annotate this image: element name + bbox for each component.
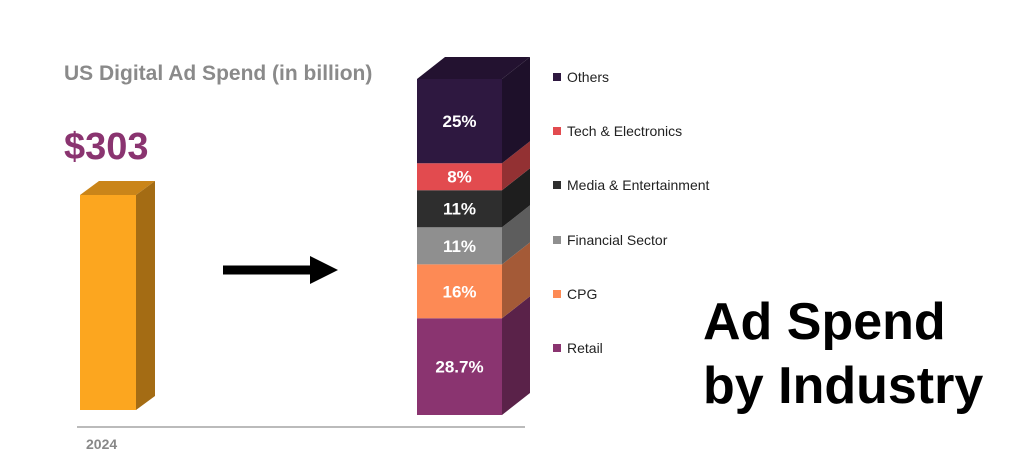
legend-label: Retail: [567, 340, 603, 356]
legend-swatch: [553, 289, 561, 298]
legend-item-media-entertainment: Media & Entertainment: [553, 177, 709, 193]
legend-item-tech-electronics: Tech & Electronics: [553, 123, 682, 139]
stack-segment-media-entertainment: [417, 190, 502, 228]
legend-item-retail: Retail: [553, 340, 603, 356]
legend-item-others: Others: [553, 69, 609, 85]
headline: Ad Spend by Industry: [703, 290, 983, 418]
stack-segment-side-cpg: [502, 242, 530, 319]
x-tick-label-2024: 2024: [86, 436, 118, 452]
total-value-label: $303: [64, 126, 149, 168]
legend-label: Media & Entertainment: [567, 177, 710, 194]
stack-segment-side-media-entertainment: [502, 168, 530, 228]
data-label-others: 25%: [442, 112, 476, 131]
legend-swatch: [553, 127, 561, 136]
stack-segment-side-others: [502, 57, 530, 164]
data-label-financial-sector: 11%: [443, 237, 476, 256]
legend-item-financial-sector: Financial Sector: [553, 232, 667, 248]
legend-swatch: [553, 73, 561, 81]
chart-title: US Digital Ad Spend (in billion): [64, 62, 373, 85]
total-bar-top: [80, 181, 155, 195]
stack-segment-cpg: [417, 264, 502, 319]
stack-bar-top: [417, 57, 530, 79]
legend-label: CPG: [567, 285, 598, 302]
legend-swatch: [553, 344, 561, 352]
legend-swatch: [553, 181, 561, 190]
headline-line-1: Ad Spend: [703, 293, 946, 351]
legend-label: Financial Sector: [567, 231, 668, 248]
arrow-head: [310, 256, 338, 284]
legend-swatch: [553, 235, 561, 244]
stack-segment-side-financial-sector: [502, 205, 530, 265]
data-label-media-entertainment: 11%: [443, 200, 476, 219]
legend-item-cpg: CPG: [553, 286, 597, 302]
stack-segment-side-retail: [502, 296, 530, 415]
stack-segment-retail: [417, 318, 502, 415]
headline-line-2: by Industry: [703, 357, 984, 415]
stack-segment-tech-electronics: [417, 163, 502, 191]
stack-segment-financial-sector: [417, 227, 502, 265]
data-label-retail: 28.7%: [435, 358, 483, 377]
data-label-cpg: 16%: [442, 282, 476, 301]
legend-label: Others: [567, 69, 610, 85]
total-bar-side: [136, 181, 155, 410]
data-label-tech-electronics: 8%: [447, 168, 472, 187]
stack-segment-others: [417, 79, 502, 164]
legend-label: Tech & Electronics: [567, 123, 683, 140]
stack-segment-side-tech-electronics: [502, 141, 530, 191]
total-bar: [80, 195, 136, 410]
